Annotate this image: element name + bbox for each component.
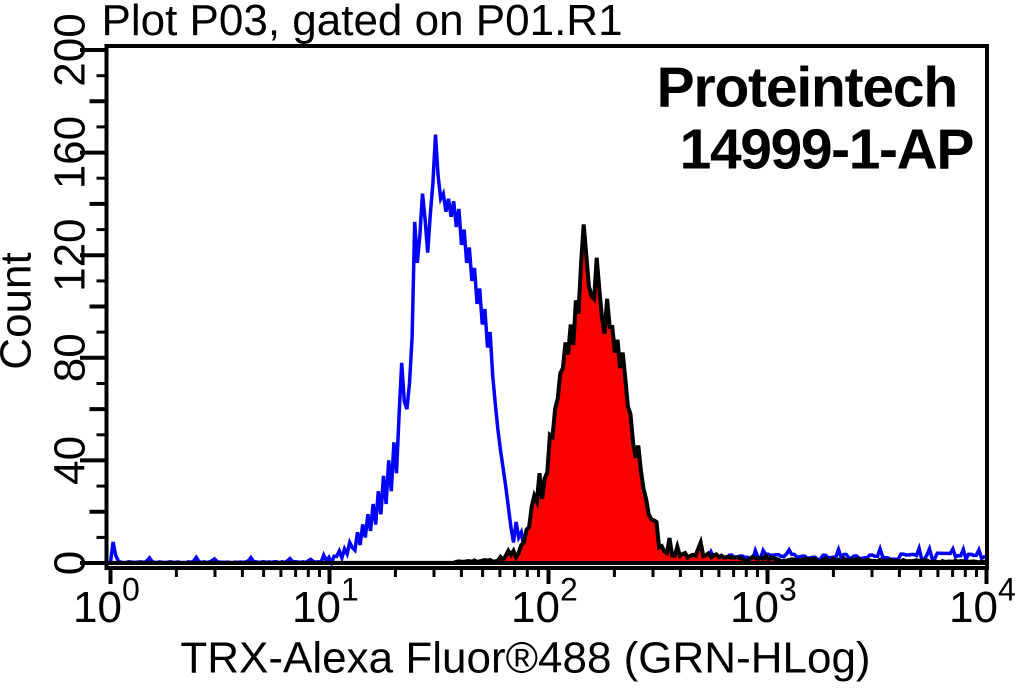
svg-text:Plot P03, gated on P01.R1: Plot P03, gated on P01.R1 <box>102 0 623 45</box>
svg-text:Proteintech: Proteintech <box>657 56 957 120</box>
svg-text:120: 120 <box>45 218 94 291</box>
svg-text:Count: Count <box>0 252 41 369</box>
svg-text:200: 200 <box>45 13 94 86</box>
svg-text:14999-1-AP: 14999-1-AP <box>680 118 974 182</box>
svg-text:TRX-Alexa Fluor®488 (GRN-HLog): TRX-Alexa Fluor®488 (GRN-HLog) <box>180 634 870 683</box>
svg-text:80: 80 <box>45 333 94 382</box>
svg-text:0: 0 <box>45 551 94 575</box>
svg-text:40: 40 <box>45 436 94 485</box>
svg-text:160: 160 <box>45 116 94 189</box>
